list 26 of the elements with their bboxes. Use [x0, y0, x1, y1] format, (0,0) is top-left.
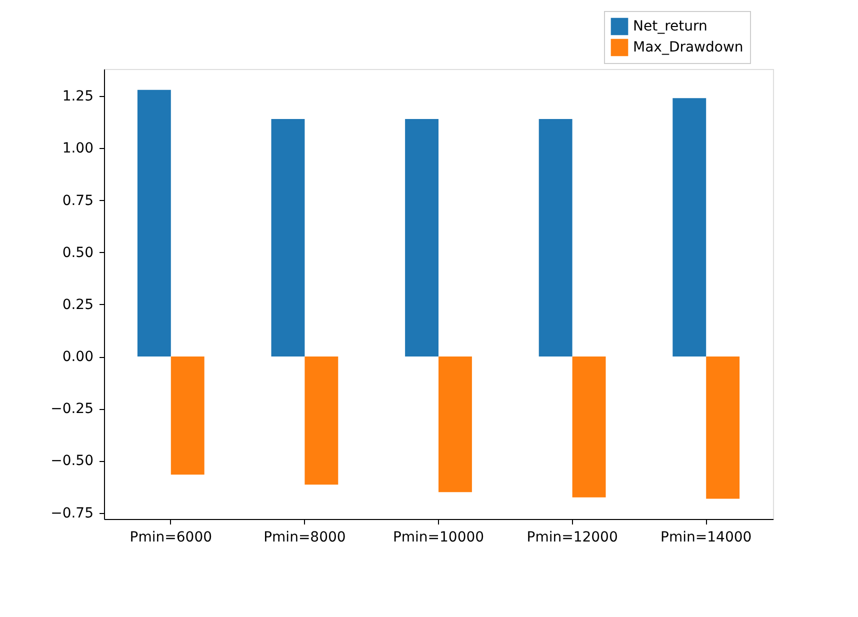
bar	[706, 356, 740, 499]
legend-label: Max_Drawdown	[633, 40, 744, 56]
y-tick-label: 1.25	[62, 88, 94, 105]
y-tick-label: −0.75	[50, 505, 94, 522]
y-tick-label: 0.50	[62, 244, 94, 261]
legend-label: Net_return	[633, 18, 708, 34]
bar	[137, 90, 171, 356]
x-tick-label: Pmin=6000	[130, 530, 212, 546]
y-tick-label: 0.25	[62, 296, 94, 313]
x-tick-label: Pmin=10000	[392, 530, 484, 546]
bar	[672, 98, 706, 356]
bar	[572, 356, 606, 498]
bar	[304, 356, 338, 485]
x-tick-label: Pmin=8000	[264, 530, 346, 546]
x-tick-label: Pmin=14000	[660, 530, 752, 546]
bar	[538, 119, 572, 356]
bar	[405, 119, 438, 356]
bar	[271, 119, 305, 356]
bar	[438, 356, 472, 492]
y-tick-label: −0.50	[50, 453, 94, 470]
y-tick-label: 0.00	[62, 349, 94, 365]
x-tick-label: Pmin=12000	[526, 530, 618, 546]
bar	[170, 356, 204, 475]
y-tick-label: −0.25	[50, 401, 94, 418]
y-tick-label: 1.00	[62, 140, 94, 157]
y-tick-label: 0.75	[62, 192, 94, 209]
